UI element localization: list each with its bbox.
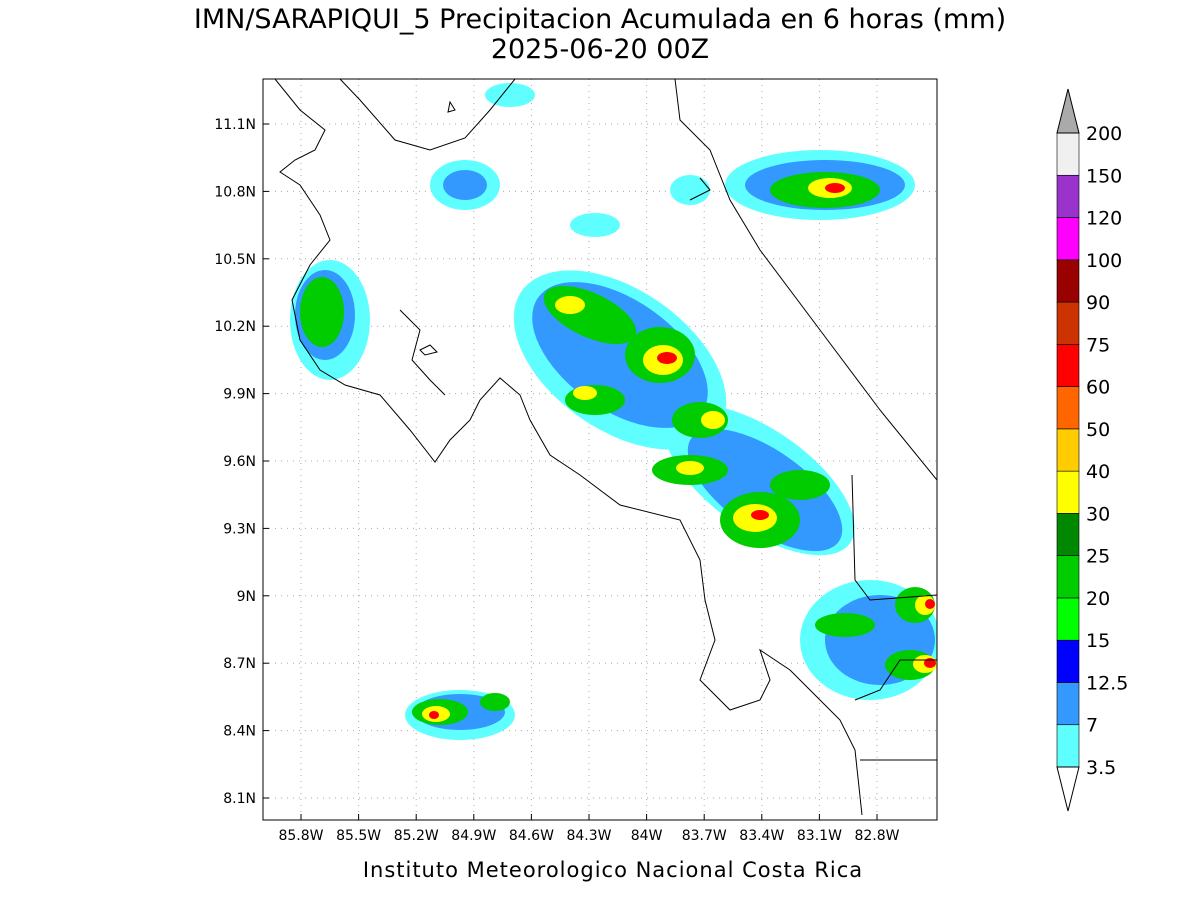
colorbar-box bbox=[1056, 386, 1080, 430]
colorbar-box bbox=[1056, 344, 1080, 387]
lat-tick-label: 11.1N bbox=[214, 117, 256, 133]
colorbar-box bbox=[1056, 682, 1080, 726]
lat-tick-label: 8.7N bbox=[223, 656, 256, 672]
lon-tick-label: 84.9W bbox=[451, 828, 496, 844]
lon-tick-label: 85.8W bbox=[278, 828, 323, 844]
coastline bbox=[274, 79, 937, 816]
colorbar-label: 60 bbox=[1086, 377, 1110, 399]
colorbar-label: 3.5 bbox=[1086, 757, 1116, 779]
lat-tick-label: 10.2N bbox=[214, 319, 256, 335]
map-frame bbox=[262, 78, 938, 821]
lon-tick-label: 84.3W bbox=[566, 828, 611, 844]
lon-tick-label: 83.7W bbox=[682, 828, 727, 844]
colorbar-label: 12.5 bbox=[1086, 672, 1128, 694]
title: IMN/SARAPIQUI_5 Precipitacion Acumulada … bbox=[194, 4, 1006, 35]
colorbar-box bbox=[1056, 555, 1080, 599]
colorbar-box bbox=[1056, 259, 1080, 303]
colorbar-label: 120 bbox=[1086, 208, 1122, 230]
lon-tick-label: 82.8W bbox=[854, 828, 899, 844]
lat-tick-label: 10.5N bbox=[214, 252, 256, 268]
colorbar-box bbox=[1056, 217, 1080, 261]
colorbar-label: 50 bbox=[1086, 419, 1110, 441]
lat-tick-label: 9N bbox=[237, 589, 256, 605]
colorbar-label: 75 bbox=[1086, 334, 1110, 356]
colorbar-label: 15 bbox=[1086, 630, 1110, 652]
colorbar: 3.5 7 12.5 15 20 25 30 40 50 60 75 90 100 120 150 200 bbox=[1056, 88, 1128, 812]
colorbar-box bbox=[1056, 132, 1080, 176]
colorbar-box bbox=[1056, 513, 1080, 556]
colorbar-box bbox=[1056, 428, 1080, 472]
colorbar-bottom-arrow bbox=[1056, 766, 1080, 812]
lat-tick-label: 10.8N bbox=[214, 184, 256, 200]
rain-extreme bbox=[429, 183, 936, 719]
precipitation bbox=[274, 79, 937, 816]
colorbar-label: 40 bbox=[1086, 461, 1110, 483]
colorbar-label: 20 bbox=[1086, 588, 1110, 610]
lon-tick-label: 85.5W bbox=[336, 828, 381, 844]
lat-tick-label: 8.4N bbox=[223, 724, 256, 740]
lon-tick-label: 83.4W bbox=[739, 828, 784, 844]
lat-tick-label: 9.6N bbox=[223, 454, 256, 470]
colorbar-box bbox=[1056, 724, 1080, 768]
footer: Instituto Meteorologico Nacional Costa R… bbox=[363, 858, 863, 882]
colorbar-box bbox=[1056, 174, 1080, 218]
subtitle: 2025-06-20 00Z bbox=[491, 34, 709, 65]
colorbar-box bbox=[1056, 470, 1080, 514]
colorbar-box bbox=[1056, 301, 1080, 345]
rain-moderate bbox=[295, 160, 935, 730]
lat-tick-label: 9.3N bbox=[223, 521, 256, 537]
colorbar-label: 150 bbox=[1086, 165, 1122, 187]
colorbar-box bbox=[1056, 597, 1080, 641]
lon-tick-label: 84W bbox=[631, 828, 663, 844]
lat-tick-label: 9.9N bbox=[223, 387, 256, 403]
lon-tick-label: 83.1W bbox=[797, 828, 842, 844]
colorbar-label: 25 bbox=[1086, 546, 1110, 568]
colorbar-top-arrow bbox=[1056, 88, 1080, 134]
colorbar-label: 90 bbox=[1086, 292, 1110, 314]
lat-tick-label: 8.1N bbox=[223, 791, 256, 807]
colorbar-label: 200 bbox=[1086, 123, 1122, 145]
colorbar-label: 100 bbox=[1086, 250, 1122, 272]
lon-tick-label: 85.2W bbox=[394, 828, 439, 844]
colorbar-box bbox=[1056, 639, 1080, 683]
colorbar-label: 7 bbox=[1086, 715, 1098, 737]
lon-tick-label: 84.6W bbox=[509, 828, 554, 844]
colorbar-label: 30 bbox=[1086, 503, 1110, 525]
